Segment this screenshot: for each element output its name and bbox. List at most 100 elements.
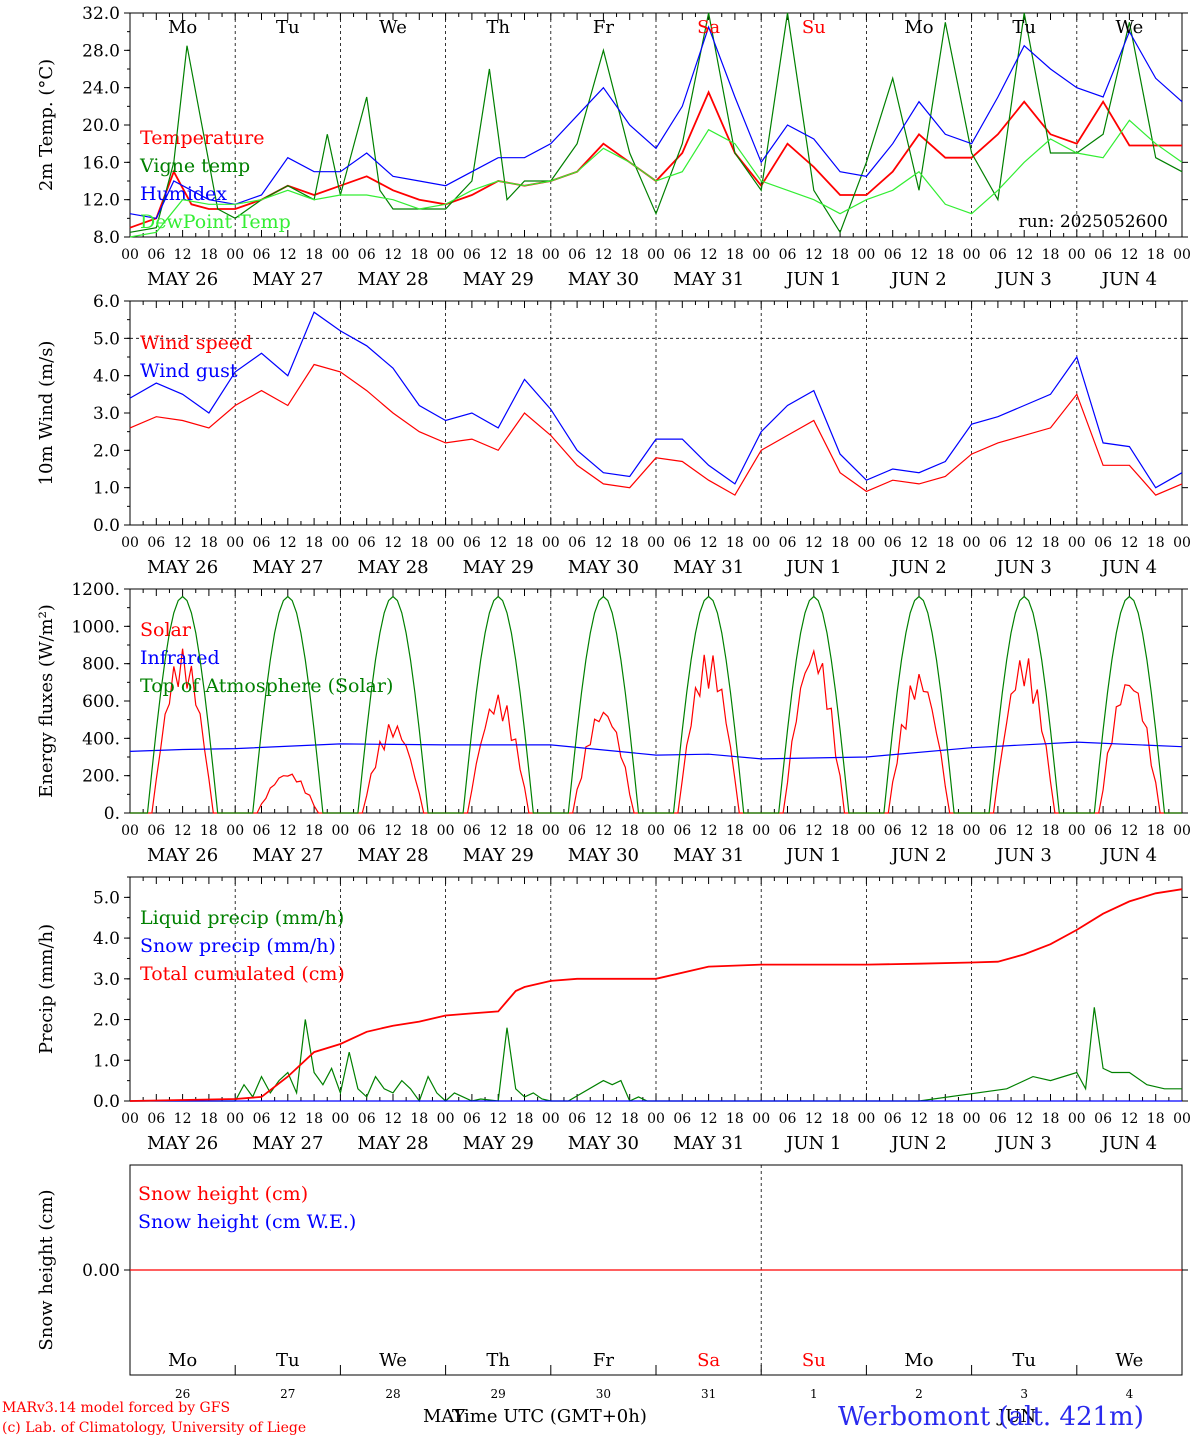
date-label: MAY 26 <box>147 845 218 866</box>
y-tick-label: 12.0 <box>82 191 120 211</box>
hour-tick-label: 12 <box>384 1111 402 1127</box>
hour-tick-label: 12 <box>594 823 612 839</box>
hour-tick-label: 00 <box>1068 1111 1086 1127</box>
hour-tick-label: 12 <box>594 535 612 551</box>
date-label: MAY 27 <box>252 557 323 578</box>
date-label: MAY 30 <box>568 1133 639 1154</box>
series-line-dewpoint-temp <box>129 119 1183 238</box>
legend-entry: Infrared <box>140 647 220 669</box>
weekday-label: We <box>1116 1350 1144 1371</box>
date-label: MAY 29 <box>463 1133 534 1154</box>
date-label: MAY 29 <box>463 269 534 290</box>
hour-tick-label: 12 <box>384 535 402 551</box>
date-label: MAY 30 <box>568 269 639 290</box>
y-tick-label: 24.0 <box>82 79 120 99</box>
hour-tick-label: 12 <box>700 247 718 263</box>
hour-tick-label: 18 <box>1147 535 1165 551</box>
day-number-label: 26 <box>175 1387 190 1401</box>
hour-tick-label: 18 <box>1042 535 1060 551</box>
credit-line-1: MARv3.14 model forced by GFS <box>2 1400 231 1416</box>
panel-precip: 0.0 1.0 2.0 3.0 4.0 5.0 Precip (mm/h) Liquid pr… <box>36 876 1191 1154</box>
date-label: MAY 31 <box>673 557 744 578</box>
hour-tick-label: 18 <box>410 823 428 839</box>
hour-tick-label: 18 <box>936 247 954 263</box>
hour-tick-label: 00 <box>963 247 981 263</box>
hour-tick-label: 18 <box>1147 823 1165 839</box>
date-label: MAY 30 <box>568 845 639 866</box>
y-tick-label: 32.0 <box>82 4 120 24</box>
hour-tick-label: 06 <box>463 535 481 551</box>
hour-tick-label: 06 <box>1094 1111 1112 1127</box>
hour-tick-label: 00 <box>542 535 560 551</box>
hour-tick-label: 00 <box>226 247 244 263</box>
hour-tick-label: 06 <box>1094 823 1112 839</box>
hour-tick-label: 00 <box>121 1111 139 1127</box>
hour-tick-label: 06 <box>568 823 586 839</box>
hour-tick-label: 18 <box>410 1111 428 1127</box>
y-tick-label: 20.0 <box>82 116 120 136</box>
station-name: Werbomont (alt. 421m) <box>838 1402 1144 1432</box>
date-label: MAY 26 <box>147 269 218 290</box>
hour-tick-label: 06 <box>1094 247 1112 263</box>
y-axis-title: 2m Temp. (°C) <box>36 59 57 191</box>
hour-tick-label: 18 <box>936 1111 954 1127</box>
series-line-top-of-atmosphere-solar- <box>130 595 1182 814</box>
hour-tick-label: 18 <box>621 535 639 551</box>
legend-entry: Humidex <box>140 183 227 205</box>
series-line-humidex <box>129 25 1183 219</box>
y-axis-title: Snow height (cm) <box>36 1189 57 1350</box>
hour-tick-label: 18 <box>305 1111 323 1127</box>
hour-tick-label: 00 <box>437 823 455 839</box>
hour-tick-label: 18 <box>200 1111 218 1127</box>
series-line-wind-gust <box>129 311 1183 489</box>
date-label: JUN 2 <box>889 1133 946 1154</box>
hour-tick-label: 00 <box>752 1111 770 1127</box>
date-label: MAY 31 <box>673 269 744 290</box>
y-tick-label: 0.00 <box>82 1261 120 1281</box>
y-tick-label: 1000. <box>71 617 120 637</box>
hour-tick-label: 18 <box>936 535 954 551</box>
date-label: JUN 4 <box>1100 845 1157 866</box>
hour-tick-label: 06 <box>989 535 1007 551</box>
legend-entry: Snow height (cm) <box>138 1183 308 1205</box>
weekday-label: Fr <box>593 1350 614 1371</box>
hour-tick-label: 12 <box>279 823 297 839</box>
date-label: MAY 26 <box>147 557 218 578</box>
hour-tick-label: 12 <box>1120 247 1138 263</box>
hour-tick-label: 18 <box>410 247 428 263</box>
hour-tick-label: 00 <box>437 247 455 263</box>
date-label: MAY 28 <box>357 1133 428 1154</box>
hour-tick-label: 12 <box>700 1111 718 1127</box>
hour-tick-label: 12 <box>805 1111 823 1127</box>
hour-tick-label: 00 <box>331 1111 349 1127</box>
day-number-label: 2 <box>915 1387 923 1401</box>
date-label: JUN 2 <box>889 269 946 290</box>
hour-tick-label: 06 <box>673 535 691 551</box>
y-tick-label: 1200. <box>71 580 120 600</box>
legend-entry: Temperature <box>140 127 264 149</box>
weekday-label: We <box>1116 17 1144 38</box>
hour-tick-label: 00 <box>647 535 665 551</box>
y-tick-label: 600. <box>82 692 120 712</box>
time-axis-title: Time UTC (GMT+0h) <box>452 1406 647 1427</box>
hour-tick-label: 12 <box>489 823 507 839</box>
hour-tick-label: 06 <box>673 247 691 263</box>
y-tick-label: 400. <box>82 729 120 749</box>
hour-tick-label: 06 <box>147 535 165 551</box>
weekday-label: Tu <box>276 1350 300 1371</box>
hour-tick-label: 12 <box>1015 823 1033 839</box>
weekday-label: We <box>379 1350 407 1371</box>
hour-tick-label: 12 <box>1015 1111 1033 1127</box>
weekday-label: Tu <box>276 17 300 38</box>
date-label: JUN 3 <box>995 1133 1052 1154</box>
hour-tick-label: 00 <box>963 535 981 551</box>
hour-tick-label: 12 <box>805 247 823 263</box>
y-tick-label: 28.0 <box>82 41 120 61</box>
hour-tick-label: 12 <box>279 535 297 551</box>
weekday-label: Fr <box>593 17 614 38</box>
panel-wind: 0.0 1.0 2.0 3.0 4.0 5.0 6.0 10m Wind (m/s) Wind … <box>36 292 1191 578</box>
y-axis-title: Energy fluxes (W/m²) <box>36 604 57 798</box>
date-label: MAY 28 <box>357 557 428 578</box>
hour-tick-label: 18 <box>1147 247 1165 263</box>
weekday-label: Th <box>486 17 510 38</box>
